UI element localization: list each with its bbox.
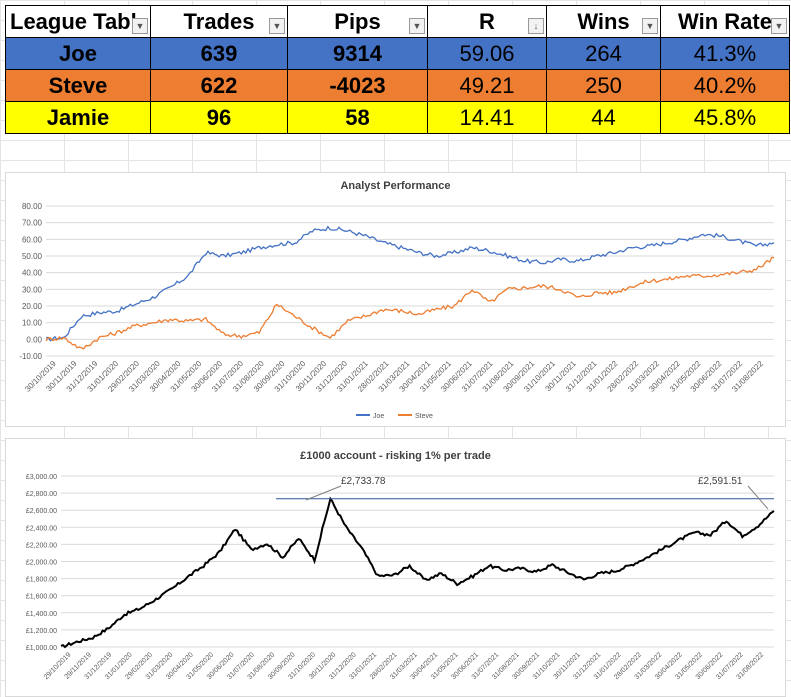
y-tick-label: £1,200.00 — [26, 628, 57, 635]
y-tick-label: 30.00 — [22, 285, 43, 294]
cell-name[interactable]: Steve — [5, 69, 151, 102]
table-row: Steve 622 -4023 49.21 250 40.2% — [5, 69, 790, 102]
cell-r[interactable]: 59.06 — [427, 37, 547, 70]
legend-label: Steve — [415, 413, 433, 420]
cell-win-rate[interactable]: 45.8% — [660, 101, 790, 134]
annotation-leader — [747, 485, 769, 510]
cell-pips[interactable]: -4023 — [287, 69, 428, 102]
y-tick-label: 10.00 — [22, 319, 43, 328]
cell-name[interactable]: Jamie — [5, 101, 151, 134]
header-league-table[interactable]: League Tabl ▼ — [5, 5, 151, 38]
cell-trades[interactable]: 639 — [150, 37, 288, 70]
y-tick-label: £2,600.00 — [26, 508, 57, 515]
cell-wins[interactable]: 264 — [546, 37, 661, 70]
cell-wins[interactable]: 44 — [546, 101, 661, 134]
annotation-label: £2,733.78 — [341, 476, 386, 487]
cell-r[interactable]: 49.21 — [427, 69, 547, 102]
y-tick-label: 20.00 — [22, 302, 43, 311]
filter-dropdown-icon[interactable]: ▼ — [132, 18, 148, 34]
y-tick-label: £1,000.00 — [26, 645, 57, 652]
y-tick-label: £1,800.00 — [26, 577, 57, 584]
league-table: League Tabl ▼ Trades ▼ Pips ▼ R ↓ Wins ▼ Win … — [5, 5, 790, 134]
filter-dropdown-icon[interactable]: ▼ — [269, 18, 285, 34]
header-pips[interactable]: Pips ▼ — [287, 5, 428, 38]
cell-win-rate[interactable]: 40.2% — [660, 69, 790, 102]
header-label: Win Rate — [678, 8, 772, 34]
y-tick-label: £1,600.00 — [26, 594, 57, 601]
chart-title: £1000 account - risking 1% per trade — [300, 450, 491, 462]
header-label: R — [479, 8, 495, 34]
header-label: League Tabl — [10, 8, 137, 34]
y-tick-label: £2,800.00 — [26, 491, 57, 498]
cell-pips[interactable]: 58 — [287, 101, 428, 134]
y-tick-label: 40.00 — [22, 269, 43, 278]
annotation-leader — [305, 485, 342, 501]
annotation-label: £2,591.51 — [698, 476, 743, 487]
header-win-rate[interactable]: Win Rate ▼ — [660, 5, 790, 38]
table-row: Joe 639 9314 59.06 264 41.3% — [5, 37, 790, 70]
header-r[interactable]: R ↓ — [427, 5, 547, 38]
cell-wins[interactable]: 250 — [546, 69, 661, 102]
y-tick-label: 80.00 — [22, 202, 43, 211]
y-tick-label: £2,400.00 — [26, 525, 57, 532]
header-label: Wins — [577, 8, 630, 34]
y-tick-label: -10.00 — [19, 352, 42, 361]
series-line-steve — [45, 256, 775, 350]
analyst-performance-plot: -10.00 0.00 10.00 20.00 30.00 40.00 50.00 60.00… — [19, 202, 775, 420]
y-tick-label: £3,000.00 — [26, 474, 57, 481]
y-tick-label: £1,400.00 — [26, 611, 57, 618]
cell-name[interactable]: Joe — [5, 37, 151, 70]
cell-r[interactable]: 14.41 — [427, 101, 547, 134]
account-plot: £1,000.00 £1,200.00 £1,400.00 £1,600.00 £1,8… — [26, 474, 775, 681]
series-line-joe — [45, 225, 775, 342]
y-tick-label: £2,200.00 — [26, 542, 57, 549]
table-row: Jamie 96 58 14.41 44 45.8% — [5, 101, 790, 134]
chart-title: Analyst Performance — [340, 180, 451, 192]
filter-dropdown-icon[interactable]: ▼ — [642, 18, 658, 34]
sort-filter-icon[interactable]: ↓ — [528, 18, 544, 34]
y-tick-label: 0.00 — [26, 335, 42, 344]
y-tick-label: 60.00 — [22, 235, 43, 244]
y-tick-label: 70.00 — [22, 219, 43, 228]
legend-label: Joe — [373, 413, 384, 420]
y-tick-label: £2,000.00 — [26, 560, 57, 567]
filter-dropdown-icon[interactable]: ▼ — [771, 18, 787, 34]
series-line-account — [60, 496, 775, 649]
header-wins[interactable]: Wins ▼ — [546, 5, 661, 38]
cell-trades[interactable]: 96 — [150, 101, 288, 134]
y-tick-label: 50.00 — [22, 252, 43, 261]
cell-trades[interactable]: 622 — [150, 69, 288, 102]
cell-pips[interactable]: 9314 — [287, 37, 428, 70]
header-trades[interactable]: Trades ▼ — [150, 5, 288, 38]
account-chart[interactable]: £1000 account - risking 1% per trade £1,… — [5, 438, 786, 697]
header-label: Pips — [334, 8, 381, 34]
filter-dropdown-icon[interactable]: ▼ — [409, 18, 425, 34]
analyst-performance-chart[interactable]: Analyst Performance -10.00 0.00 10.00 20.00… — [5, 172, 786, 427]
header-label: Trades — [183, 8, 255, 34]
cell-win-rate[interactable]: 41.3% — [660, 37, 790, 70]
league-table-header: League Tabl ▼ Trades ▼ Pips ▼ R ↓ Wins ▼ Win … — [5, 5, 790, 38]
